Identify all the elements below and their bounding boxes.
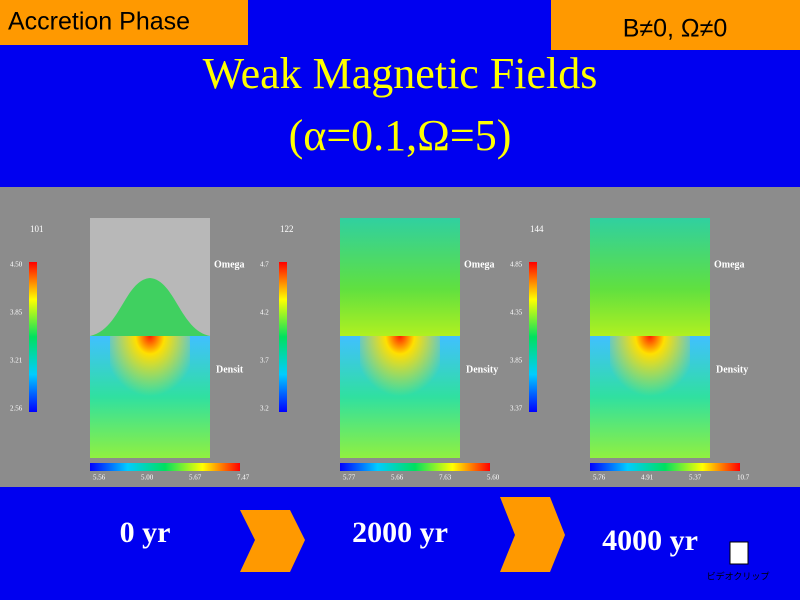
vbar-label: 3.7 (260, 357, 269, 365)
condition-box (551, 0, 800, 50)
simulation-core (360, 336, 440, 436)
phase-label: Accretion Phase (8, 8, 190, 36)
vbar-label: 4.85 (510, 261, 523, 269)
vbar-label: 4.35 (510, 309, 523, 317)
omega-label: Omega (714, 259, 745, 270)
horizontal-colorbar (90, 463, 240, 471)
video-icon (729, 541, 749, 565)
arrow (500, 497, 565, 572)
time-label: 0 yr (120, 516, 171, 549)
vbar-label: 4.2 (260, 309, 269, 317)
vbar-label: 2.56 (10, 405, 23, 413)
hbar-label: 5.66 (391, 474, 404, 482)
vbar-label: 3.2 (260, 405, 269, 413)
hbar-label: 5.00 (141, 474, 154, 482)
vertical-colorbar (279, 262, 287, 412)
simulation-top (590, 218, 710, 336)
vbar-label: 3.37 (510, 405, 523, 413)
hbar-label: 5.60 (487, 474, 500, 482)
hbar-label: 10.7 (737, 474, 750, 482)
time-label: 2000 yr (352, 516, 448, 549)
density-label: Densit (216, 364, 244, 375)
title-line2: (α=0.1,Ω=5) (289, 111, 512, 160)
step-label: 101 (30, 224, 44, 234)
density-label: Density (466, 364, 498, 375)
time-label: 4000 yr (602, 524, 698, 557)
density-label: Density (716, 364, 748, 375)
omega-label: Omega (464, 259, 495, 270)
hbar-label: 5.76 (593, 474, 606, 482)
vbar-label: 3.85 (10, 309, 23, 317)
simulation-top (340, 218, 460, 336)
hbar-label: 5.77 (343, 474, 356, 482)
hbar-label: 7.47 (237, 474, 250, 482)
vbar-label: 3.21 (10, 357, 23, 365)
vbar-label: 3.85 (510, 357, 523, 365)
title-line1: Weak Magnetic Fields (203, 49, 598, 98)
simulation-core (610, 336, 690, 436)
phase-box (0, 0, 248, 45)
disk-bump (90, 278, 210, 336)
icon-label: ビデオクリップ (707, 570, 770, 581)
condition-label: B≠0, Ω≠0 (623, 15, 728, 43)
vbar-label: 4.7 (260, 261, 269, 269)
hbar-label: 5.37 (689, 474, 702, 482)
hbar-label: 5.67 (189, 474, 202, 482)
vbar-label: 4.50 (10, 261, 23, 269)
hbar-label: 5.56 (93, 474, 106, 482)
arrow (240, 510, 305, 572)
horizontal-colorbar (340, 463, 490, 471)
omega-label: Omega (214, 259, 245, 270)
simulation-core (110, 336, 190, 436)
step-label: 122 (280, 224, 294, 234)
vertical-colorbar (29, 262, 37, 412)
hbar-label: 4.91 (641, 474, 654, 482)
vertical-colorbar (529, 262, 537, 412)
step-label: 144 (530, 224, 544, 234)
hbar-label: 7.63 (439, 474, 452, 482)
horizontal-colorbar (590, 463, 740, 471)
